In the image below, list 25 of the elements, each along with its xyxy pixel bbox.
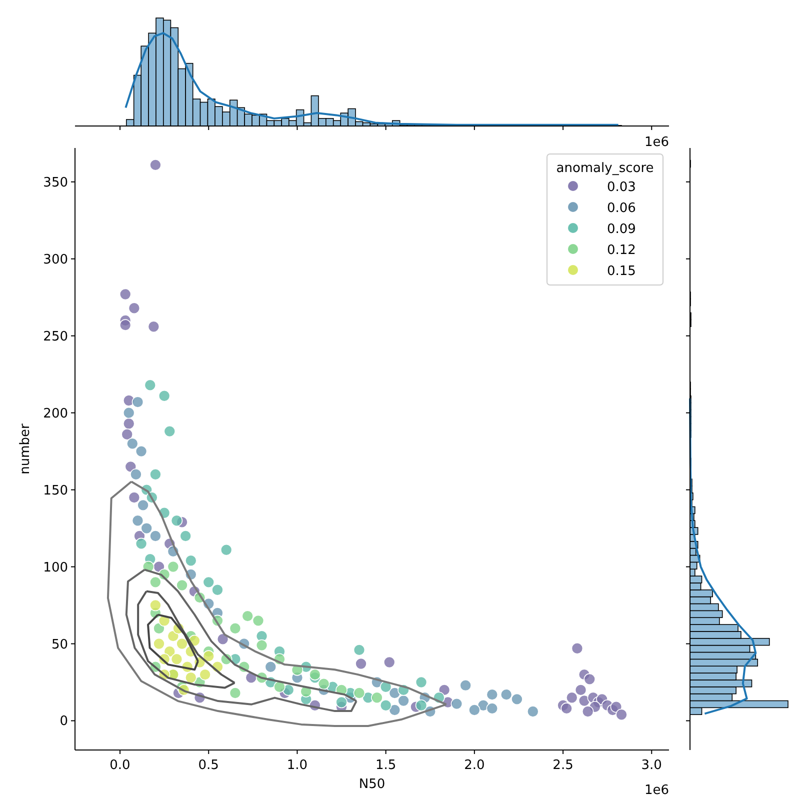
y-tick-label: 250	[43, 329, 68, 344]
x-tick-label: 2.0	[464, 758, 485, 773]
y-tick-label: 50	[51, 637, 68, 652]
y-tick-label: 350	[43, 175, 68, 190]
y-tick-label: 200	[43, 406, 68, 422]
x-axis-title: N50	[358, 777, 386, 792]
x-tick-label: 0.0	[110, 758, 130, 773]
legend-title: anomaly_score	[556, 161, 654, 176]
x-tick-label: 2.5	[552, 758, 574, 773]
y-tick-label: 100	[43, 560, 68, 576]
x-tick-label: 0.5	[198, 758, 219, 773]
x-tick-label: 1.5	[375, 758, 396, 773]
legend-label: 0.06	[607, 201, 636, 216]
x-tick-label: 3.0	[641, 758, 662, 773]
y-tick-label: 0	[60, 714, 68, 730]
x-tick-label: 1.0	[286, 758, 308, 773]
text: 1e6	[644, 783, 669, 798]
legend-label: 0.12	[607, 243, 636, 258]
legend-label: 0.09	[607, 222, 636, 237]
y-tick-label: 300	[43, 252, 68, 268]
y-axis-title: number	[18, 422, 33, 474]
y-tick-label: 150	[43, 483, 68, 498]
legend-label: 0.03	[607, 180, 636, 195]
legend-label: 0.15	[607, 264, 636, 279]
annotation: 1e6	[644, 135, 669, 150]
